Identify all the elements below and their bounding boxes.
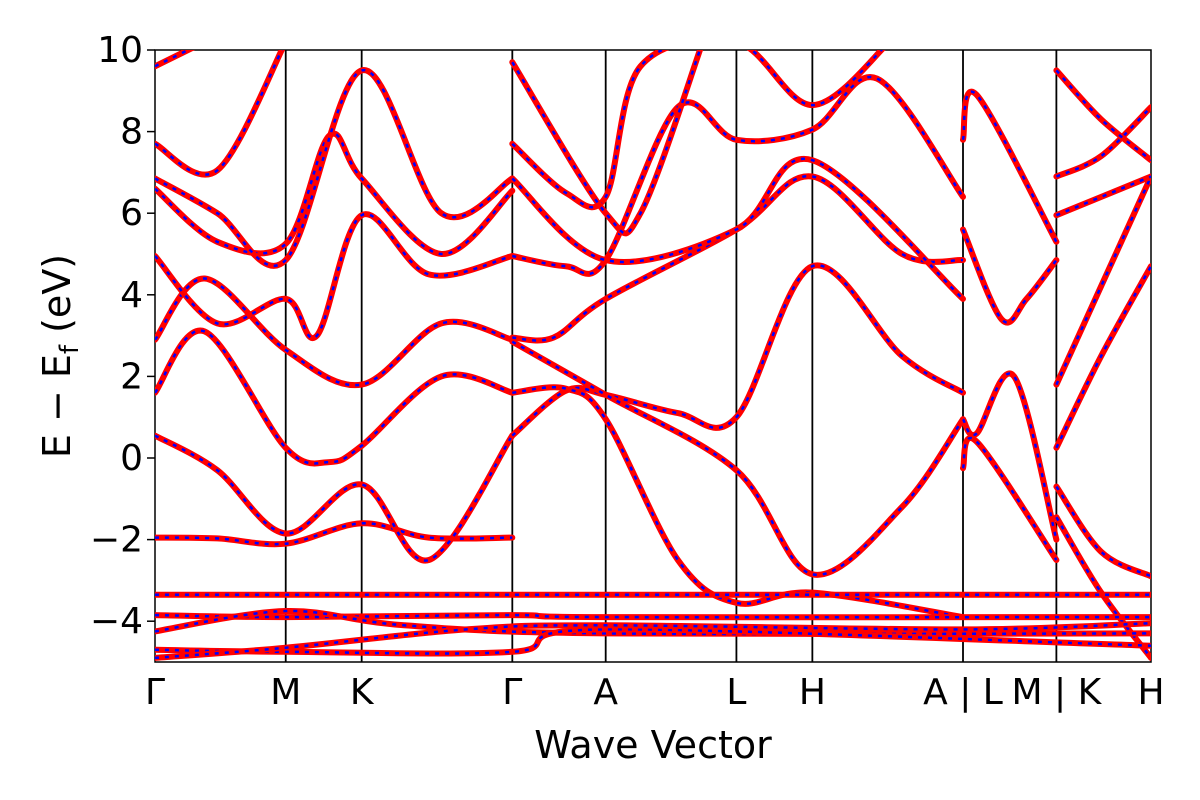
band-line-dashed-16: [511, 50, 702, 235]
band-line-dashed-6: [155, 69, 513, 268]
band-line-17: [960, 370, 1060, 543]
band-line-dashed-13: [512, 75, 965, 276]
band-line-dashed-15: [511, 50, 884, 209]
band-line-dashed-32: [155, 621, 1151, 660]
y-axis-title-sub: f: [55, 344, 85, 354]
band-line-dashed-0: [155, 522, 513, 546]
band-line-22: [1053, 173, 1151, 388]
band-line-27: [1053, 514, 1151, 661]
band-line-dashed-14: [511, 157, 964, 300]
plot-frame: [154, 49, 1152, 663]
y-tick-label: 8: [120, 112, 143, 153]
y-axis-title: E − Ef (eV): [35, 254, 85, 458]
band-line-9: [509, 262, 966, 439]
band-line-dashed-8: [155, 50, 191, 68]
band-line-26: [1053, 483, 1151, 580]
series-layer: [155, 50, 1151, 661]
x-tick-label: M: [270, 672, 301, 713]
x-tick-label: M | K: [1012, 672, 1103, 713]
kpath-lines: [284, 50, 1058, 662]
band-line-dashed-20: [961, 90, 1058, 243]
y-tick-label: 10: [97, 30, 143, 71]
band-line-dashed-5: [155, 132, 514, 256]
band-line-dashed-9: [511, 264, 964, 437]
band-line-dashed-26: [1055, 485, 1151, 578]
band-line-7: [155, 50, 286, 178]
band-line-dashed-29: [155, 613, 1151, 619]
band-line-18: [960, 435, 1060, 563]
band-line-2: [155, 327, 516, 467]
band-line-dashed-4: [155, 212, 513, 340]
band-line-8: [155, 50, 195, 70]
band-line-dashed-3: [155, 277, 513, 387]
y-axis-title-unit: (eV): [35, 254, 79, 345]
band-line-dashed-7: [155, 50, 284, 176]
band-line-dashed-10: [512, 386, 964, 619]
x-tick-label: Γ: [145, 672, 165, 713]
band-line-dashed-24: [1055, 106, 1151, 178]
band-line-16: [509, 50, 704, 237]
band-line-10: [509, 384, 966, 621]
y-tick-label: 2: [120, 356, 143, 397]
y-axis: −4 −2 0 2 4 6 8 10: [90, 30, 155, 642]
x-tick-label: Γ: [502, 672, 522, 713]
band-line-dashed-12: [511, 340, 965, 576]
band-line-dashed-1: [155, 434, 514, 562]
y-tick-label: −2: [90, 520, 143, 561]
x-tick-label: A: [593, 672, 618, 713]
band-line-dashed-17: [961, 372, 1058, 540]
band-line-15: [509, 50, 886, 211]
x-axis-title: Wave Vector: [534, 723, 772, 767]
band-line-dashed-23: [1055, 175, 1151, 217]
band-line-dashed-31: [155, 628, 1151, 655]
x-tick-label: H: [1137, 672, 1164, 713]
band-line-dashed-18: [961, 437, 1058, 561]
y-tick-label: 6: [120, 193, 143, 234]
band-line-19: [960, 226, 1060, 326]
band-line-25: [1053, 67, 1151, 164]
band-line-dashed-19: [961, 229, 1058, 324]
band-line-1: [155, 432, 516, 564]
band-line-dashed-30: [155, 609, 1151, 636]
band-line-dashed-2: [155, 329, 513, 465]
y-tick-label: −4: [90, 601, 143, 642]
x-tick-label: K: [350, 672, 375, 713]
y-tick-label: 4: [120, 275, 143, 316]
x-tick-label: H: [799, 672, 826, 713]
x-tick-label: L: [726, 672, 746, 713]
y-tick-label: 0: [120, 438, 143, 479]
x-tick-label: A | L: [923, 672, 1003, 713]
band-line-20: [960, 88, 1060, 245]
y-axis-title-main: E − E: [35, 354, 79, 458]
band-line-dashed-21: [1055, 265, 1151, 449]
band-line-12: [509, 338, 966, 578]
band-line-24: [1053, 104, 1151, 180]
band-line-29: [155, 612, 1151, 621]
